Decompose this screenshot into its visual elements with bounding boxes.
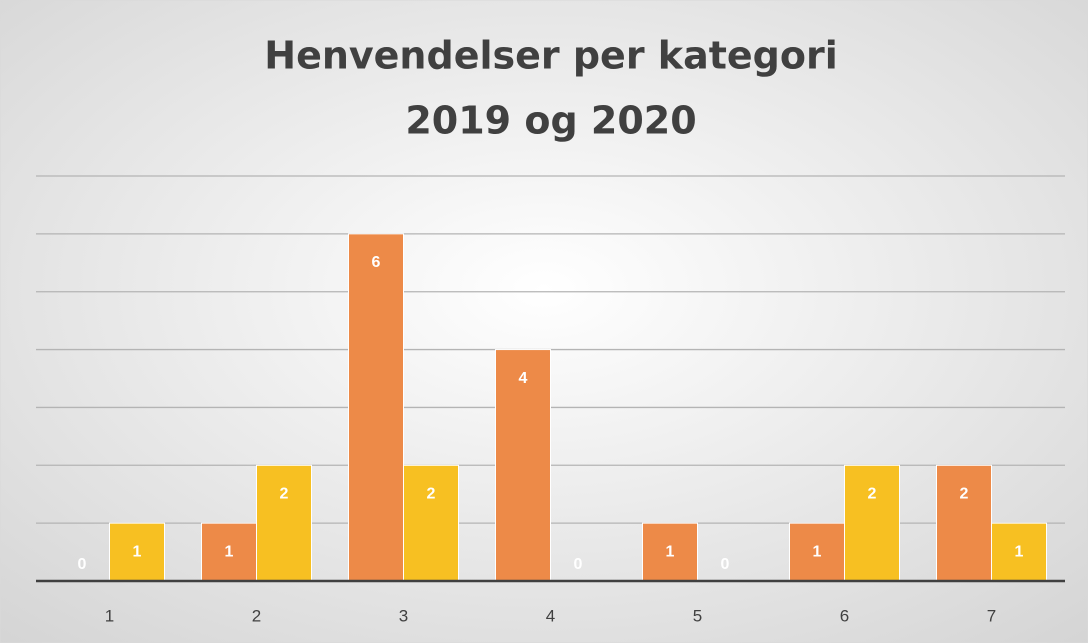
x-tick-label: 4 <box>546 606 555 625</box>
x-tick-label: 6 <box>840 606 849 625</box>
value-label: 1 <box>225 543 234 560</box>
chart-title: Henvendelser per kategori <box>264 34 837 78</box>
x-tick-label: 3 <box>399 606 408 625</box>
value-label: 1 <box>1015 543 1024 560</box>
x-tick-label: 7 <box>987 606 996 625</box>
value-label: 1 <box>813 543 822 560</box>
value-label: 2 <box>427 486 436 503</box>
bar <box>844 464 900 582</box>
value-label: 2 <box>960 486 969 503</box>
value-label: 0 <box>78 556 87 573</box>
x-tick-label: 5 <box>693 606 702 625</box>
bar <box>109 522 165 582</box>
bar <box>495 349 551 582</box>
bar <box>403 464 459 582</box>
bar <box>201 522 257 582</box>
bar <box>256 464 312 582</box>
bar <box>642 522 698 582</box>
x-tick-label: 1 <box>105 606 114 625</box>
bar <box>348 233 404 582</box>
bar <box>991 522 1047 582</box>
value-label: 1 <box>666 543 675 560</box>
value-label: 2 <box>280 486 289 503</box>
value-label: 2 <box>868 486 877 503</box>
bar <box>936 464 992 582</box>
x-tick-label: 2 <box>252 606 261 625</box>
value-label: 6 <box>372 254 381 271</box>
bar <box>789 522 845 582</box>
value-label: 0 <box>721 556 730 573</box>
value-label: 1 <box>133 543 142 560</box>
value-label: 0 <box>574 556 583 573</box>
chart-subtitle: 2019 og 2020 <box>405 99 696 143</box>
value-label: 4 <box>519 370 528 387</box>
